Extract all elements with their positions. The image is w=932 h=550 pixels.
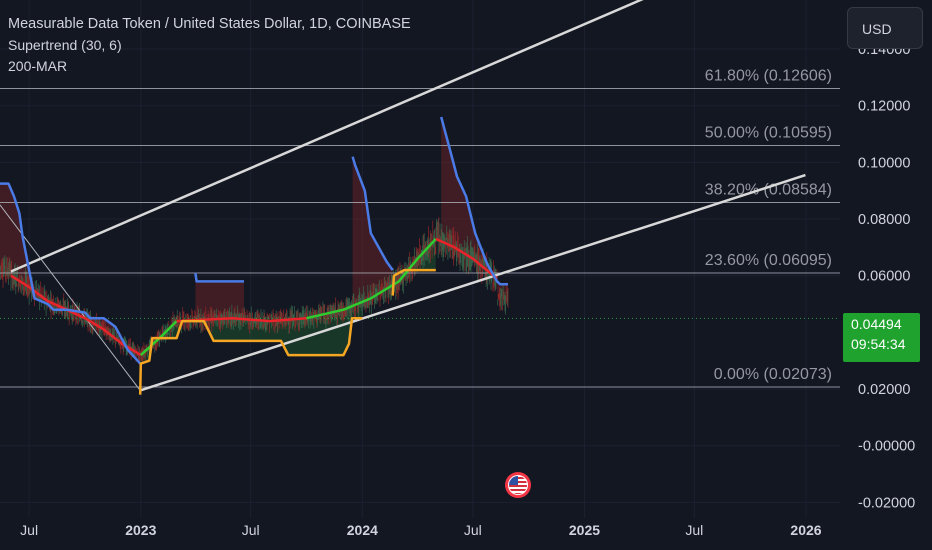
grid-lines (0, 0, 840, 518)
fib-label-2: 38.20% (0.08584) (705, 181, 832, 198)
x-axis[interactable]: Jul 2023 Jul 2024 Jul 2025 Jul 2026 (20, 522, 822, 538)
ma-segment-2 (176, 316, 307, 323)
x-tick-0: Jul (20, 522, 38, 538)
fib-label-1: 50.00% (0.10595) (705, 125, 832, 142)
y-tick-3: 0.08000 (858, 212, 910, 228)
supertrend-segment-1 (138, 316, 363, 395)
us-flag-icon[interactable] (505, 472, 531, 498)
trend-fill-5 (441, 117, 508, 299)
x-tick-4: Jul (464, 522, 482, 538)
last-price-value: 0.04494 (851, 316, 902, 332)
ma-segment-4 (435, 237, 498, 280)
fib-label-3: 23.60% (0.06095) (705, 252, 832, 269)
y-tick-1: 0.12000 (858, 99, 910, 115)
symbol-title[interactable]: Measurable Data Token / United States Do… (8, 16, 411, 32)
trend-fill-0 (0, 183, 141, 364)
indicator-supertrend[interactable]: Supertrend (30, 6) (8, 37, 122, 53)
x-tick-1: 2023 (125, 522, 156, 538)
supertrend-segment-4 (391, 268, 436, 296)
fib-label-0: 61.80% (0.12606) (705, 68, 832, 85)
channel-line-1 (139, 173, 806, 392)
y-tick-extra-0: 0.02000 (858, 382, 910, 398)
channel-line-0 (10, 0, 644, 273)
trend-fill-3 (352, 156, 393, 306)
y-tick-2: 0.10000 (858, 155, 910, 171)
x-tick-5: 2025 (569, 522, 600, 538)
y-tick-5: -0.00000 (858, 439, 915, 455)
indicator-ma[interactable]: 200-MAR (8, 58, 68, 74)
x-tick-6: Jul (685, 522, 703, 538)
supertrend-segment-2 (194, 272, 244, 283)
x-tick-2: Jul (242, 522, 260, 538)
last-price-tag: 0.04494 09:54:34 (843, 313, 920, 362)
supertrend-segment-5 (439, 116, 508, 286)
x-tick-3: 2024 (347, 522, 378, 538)
bar-countdown: 09:54:34 (851, 336, 906, 352)
chart-legend: Measurable Data Token / United States Do… (8, 14, 411, 77)
y-tick-6: -0.02000 (858, 495, 915, 511)
currency-button[interactable]: USD (847, 7, 923, 49)
y-axis[interactable]: 0.140000.120000.100000.080000.06000-0.00… (858, 42, 915, 511)
supertrend-segment-0 (0, 182, 142, 365)
indicator-lines (0, 116, 508, 395)
ma-segment-3 (306, 238, 437, 320)
x-tick-7: 2026 (790, 522, 821, 538)
y-tick-4: 0.06000 (858, 269, 910, 285)
supertrend-segment-3 (351, 156, 394, 271)
fib-label-4: 0.00% (0.02073) (714, 366, 832, 383)
